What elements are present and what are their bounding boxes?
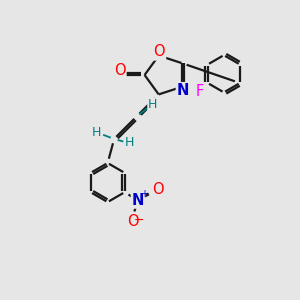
Text: N: N (177, 83, 189, 98)
Text: O: O (127, 214, 139, 230)
Text: N: N (132, 193, 144, 208)
Text: H: H (148, 98, 158, 111)
Text: O: O (114, 63, 125, 78)
Text: F: F (196, 84, 204, 99)
Text: −: − (134, 214, 145, 227)
Text: H: H (92, 125, 101, 139)
Text: +: + (140, 189, 148, 199)
Text: O: O (154, 44, 165, 59)
Text: O: O (152, 182, 164, 197)
Text: H: H (125, 136, 134, 149)
